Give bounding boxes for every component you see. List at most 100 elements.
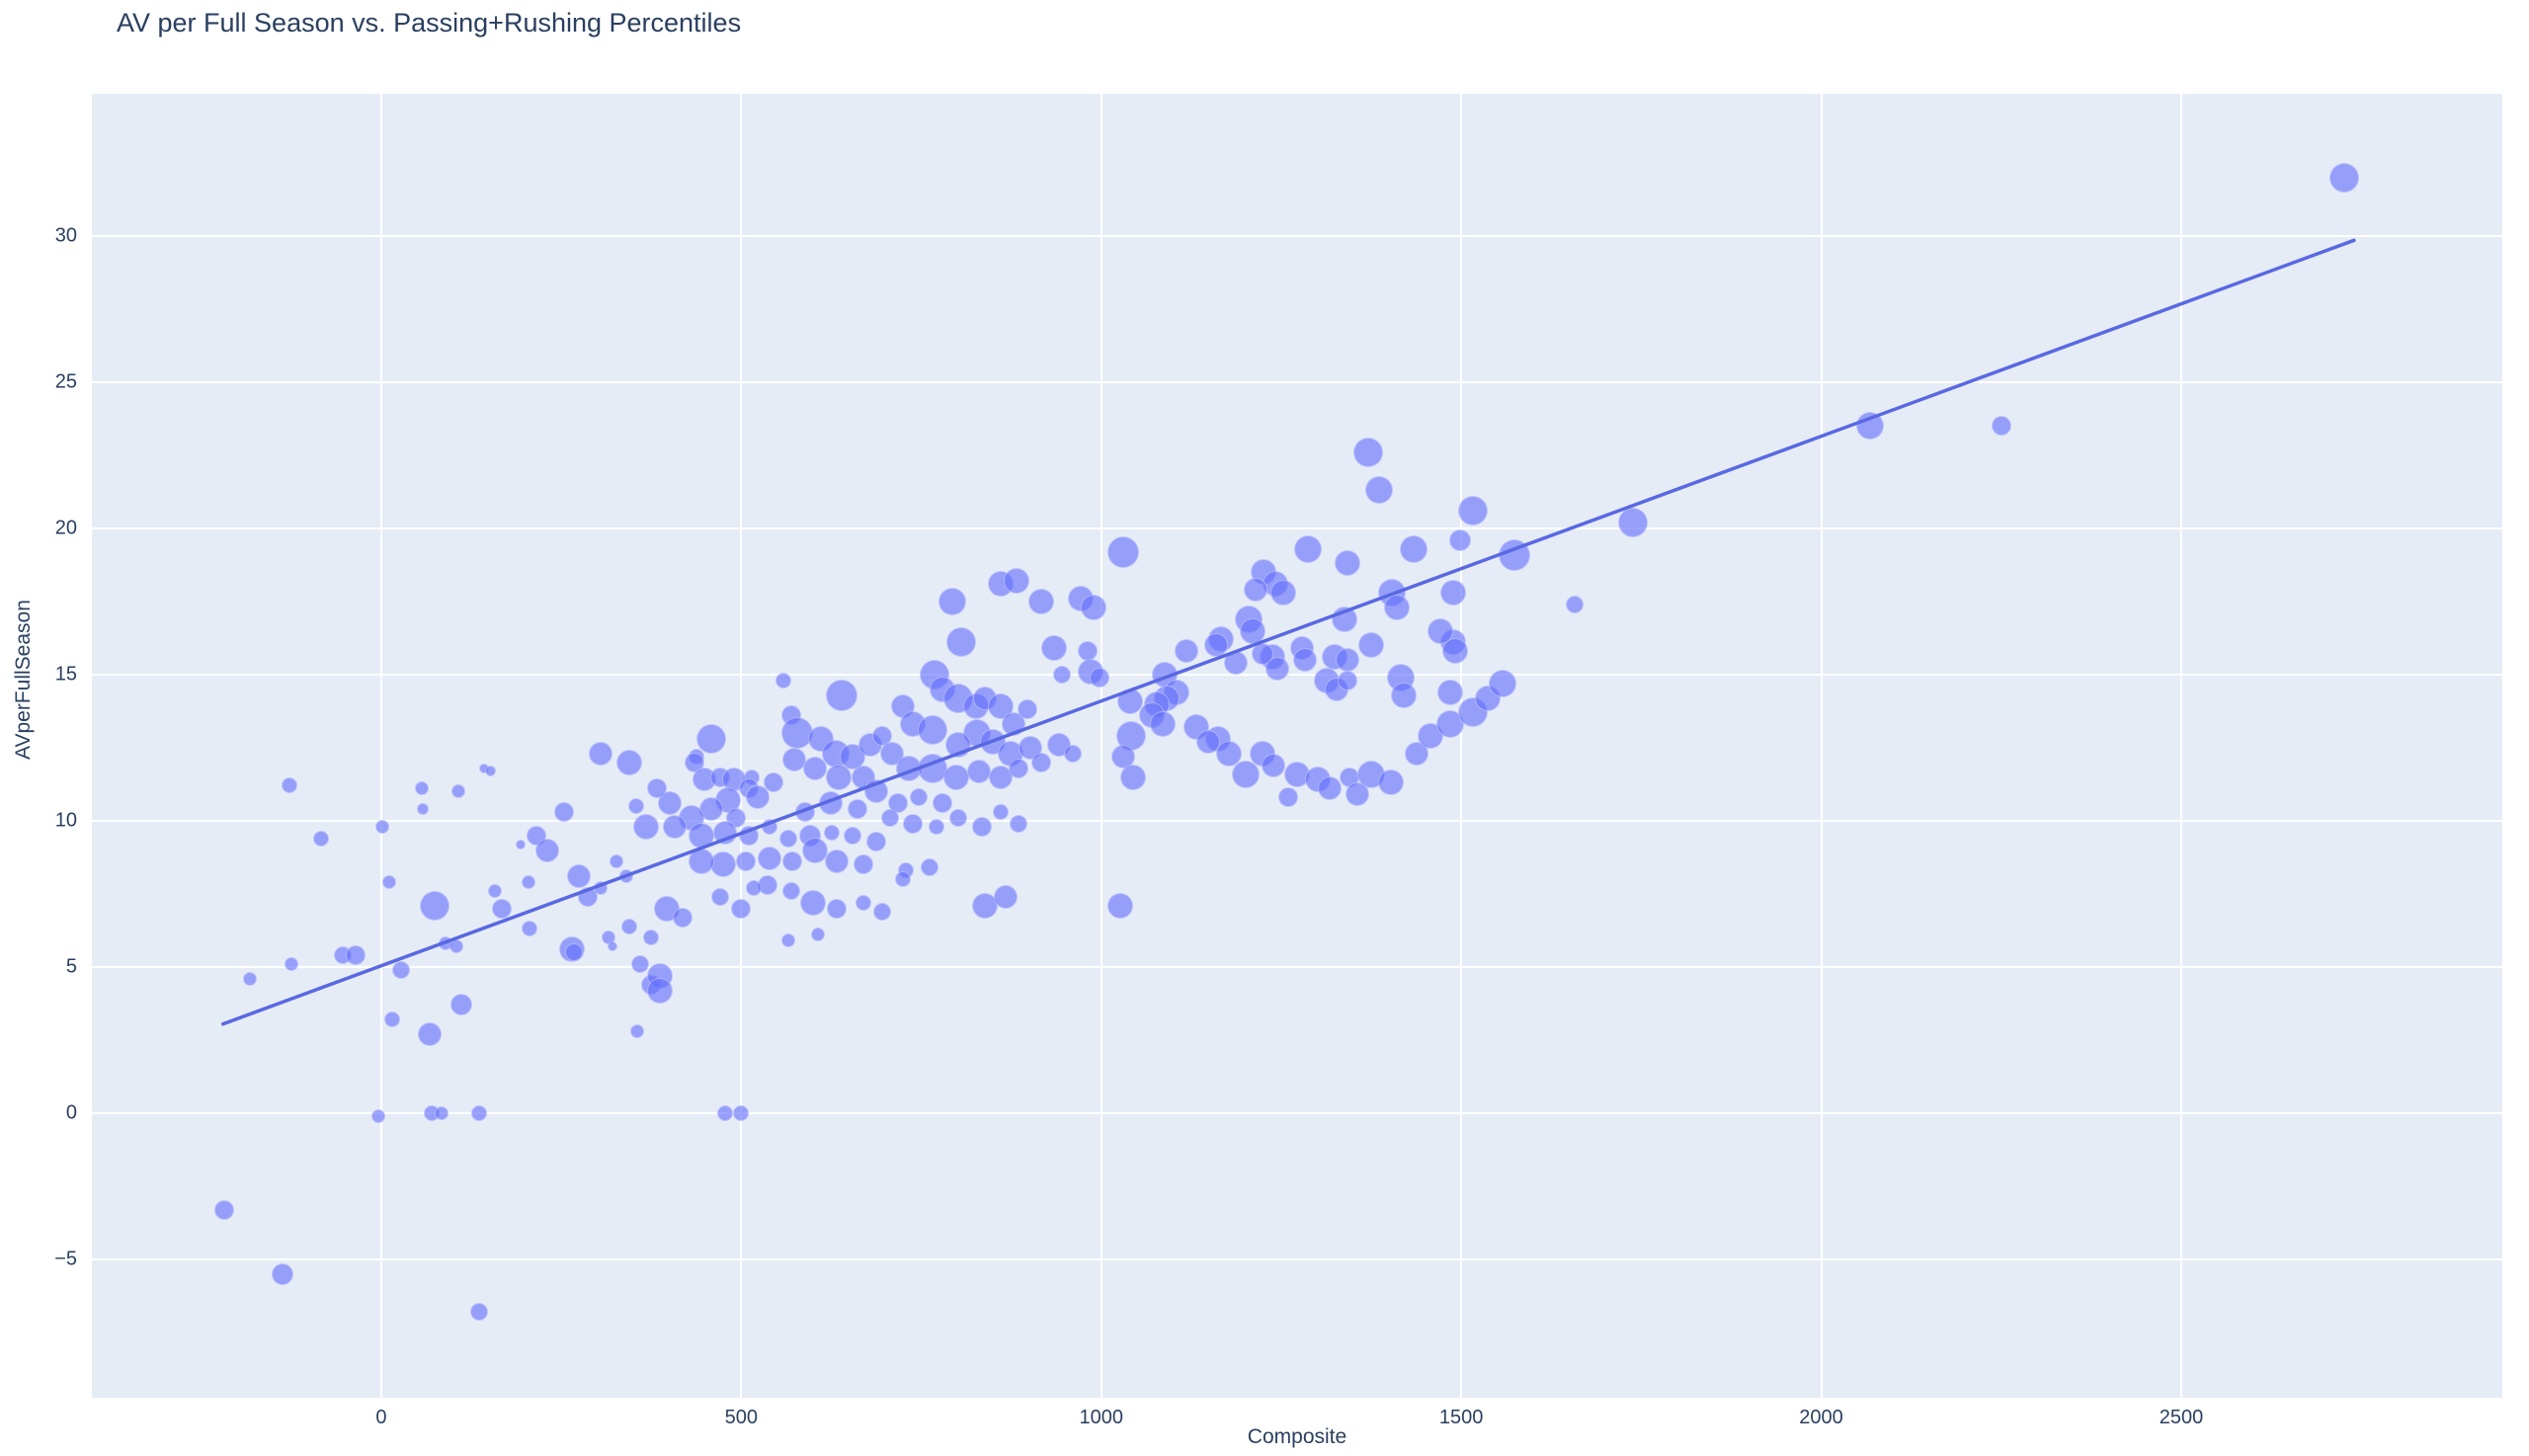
- scatter-point[interactable]: [1338, 670, 1357, 690]
- scatter-point[interactable]: [731, 898, 752, 919]
- scatter-point[interactable]: [696, 724, 727, 755]
- scatter-point[interactable]: [1030, 752, 1051, 772]
- scatter-point[interactable]: [1018, 699, 1038, 720]
- scatter-point[interactable]: [419, 890, 449, 921]
- scatter-point[interactable]: [1346, 782, 1370, 807]
- scatter-point[interactable]: [1383, 594, 1410, 620]
- scatter-point[interactable]: [811, 928, 826, 942]
- scatter-point[interactable]: [1224, 651, 1249, 676]
- scatter-point[interactable]: [781, 881, 800, 900]
- scatter-point[interactable]: [942, 764, 969, 790]
- scatter-point[interactable]: [800, 889, 827, 916]
- scatter-point[interactable]: [554, 802, 575, 823]
- scatter-point[interactable]: [1106, 892, 1133, 919]
- scatter-point[interactable]: [1261, 753, 1285, 777]
- scatter-point[interactable]: [633, 813, 660, 840]
- scatter-point[interactable]: [932, 793, 952, 814]
- scatter-point[interactable]: [1003, 568, 1029, 595]
- scatter-point[interactable]: [1358, 632, 1385, 659]
- scatter-point[interactable]: [873, 902, 892, 921]
- scatter-point[interactable]: [1293, 534, 1322, 563]
- scatter-point[interactable]: [1053, 665, 1072, 684]
- scatter-point[interactable]: [712, 820, 737, 845]
- scatter-point[interactable]: [470, 1303, 489, 1322]
- scatter-point[interactable]: [522, 921, 538, 937]
- scatter-point[interactable]: [1449, 528, 1472, 551]
- scatter-point[interactable]: [826, 679, 858, 711]
- scatter-point[interactable]: [631, 954, 650, 973]
- scatter-point[interactable]: [1353, 437, 1384, 467]
- scatter-point[interactable]: [471, 1104, 488, 1121]
- scatter-point[interactable]: [745, 880, 762, 897]
- scatter-point[interactable]: [1081, 594, 1107, 620]
- scatter-point[interactable]: [1440, 580, 1467, 607]
- scatter-point[interactable]: [917, 715, 947, 746]
- scatter-point[interactable]: [736, 851, 757, 872]
- scatter-point[interactable]: [880, 808, 899, 827]
- scatter-point[interactable]: [272, 1262, 294, 1285]
- scatter-point[interactable]: [732, 1104, 749, 1121]
- scatter-point[interactable]: [1332, 606, 1358, 632]
- scatter-point[interactable]: [1856, 412, 1885, 441]
- scatter-point[interactable]: [866, 831, 887, 851]
- scatter-point[interactable]: [993, 884, 1018, 909]
- scatter-point[interactable]: [1243, 578, 1267, 603]
- scatter-point[interactable]: [1008, 758, 1028, 778]
- scatter-point[interactable]: [214, 1199, 235, 1220]
- scatter-point[interactable]: [920, 858, 938, 877]
- scatter-point[interactable]: [284, 956, 298, 971]
- scatter-point[interactable]: [1365, 476, 1394, 505]
- scatter-point[interactable]: [1499, 538, 1531, 571]
- scatter-point[interactable]: [1428, 617, 1454, 644]
- scatter-point[interactable]: [672, 907, 693, 928]
- scatter-point[interactable]: [710, 887, 729, 906]
- scatter-point[interactable]: [242, 971, 257, 986]
- scatter-point[interactable]: [1231, 760, 1260, 788]
- scatter-point[interactable]: [853, 854, 873, 875]
- scatter-point[interactable]: [1174, 639, 1198, 664]
- scatter-point[interactable]: [689, 849, 715, 875]
- scatter-point[interactable]: [642, 930, 659, 946]
- scatter-point[interactable]: [710, 851, 737, 878]
- scatter-point[interactable]: [917, 753, 947, 783]
- scatter-point[interactable]: [1489, 669, 1517, 697]
- scatter-point[interactable]: [381, 875, 396, 890]
- scatter-point[interactable]: [2328, 162, 2359, 193]
- scatter-point[interactable]: [847, 799, 867, 820]
- scatter-point[interactable]: [516, 839, 527, 849]
- scatter-point[interactable]: [567, 864, 592, 889]
- scatter-point[interactable]: [781, 747, 806, 771]
- scatter-point[interactable]: [1991, 416, 2011, 437]
- scatter-point[interactable]: [1617, 507, 1648, 537]
- scatter-point[interactable]: [902, 813, 923, 834]
- scatter-point[interactable]: [1437, 679, 1464, 705]
- scatter-point[interactable]: [281, 777, 297, 794]
- scatter-point[interactable]: [739, 825, 760, 846]
- scatter-point[interactable]: [662, 814, 687, 839]
- scatter-point[interactable]: [1390, 682, 1417, 708]
- scatter-point[interactable]: [761, 818, 777, 835]
- scatter-point[interactable]: [449, 994, 472, 1016]
- scatter-point[interactable]: [894, 871, 911, 888]
- scatter-point[interactable]: [689, 822, 715, 849]
- scatter-point[interactable]: [414, 781, 429, 796]
- scatter-point[interactable]: [966, 759, 991, 783]
- scatter-point[interactable]: [844, 826, 862, 845]
- scatter-point[interactable]: [371, 1108, 386, 1123]
- scatter-point[interactable]: [864, 779, 889, 804]
- scatter-point[interactable]: [1063, 744, 1082, 763]
- scatter-point[interactable]: [945, 731, 972, 758]
- scatter-point[interactable]: [1336, 648, 1359, 673]
- scatter-point[interactable]: [1009, 814, 1027, 833]
- scatter-point[interactable]: [1116, 688, 1143, 714]
- scatter-point[interactable]: [775, 672, 792, 688]
- scatter-point[interactable]: [1378, 769, 1405, 796]
- scatter-point[interactable]: [374, 819, 389, 834]
- scatter-point[interactable]: [1400, 534, 1428, 563]
- scatter-point[interactable]: [1270, 580, 1297, 607]
- scatter-point[interactable]: [609, 854, 623, 869]
- scatter-point[interactable]: [485, 766, 497, 777]
- scatter-point[interactable]: [803, 756, 828, 780]
- scatter-point[interactable]: [780, 933, 795, 948]
- scatter-point[interactable]: [417, 803, 430, 816]
